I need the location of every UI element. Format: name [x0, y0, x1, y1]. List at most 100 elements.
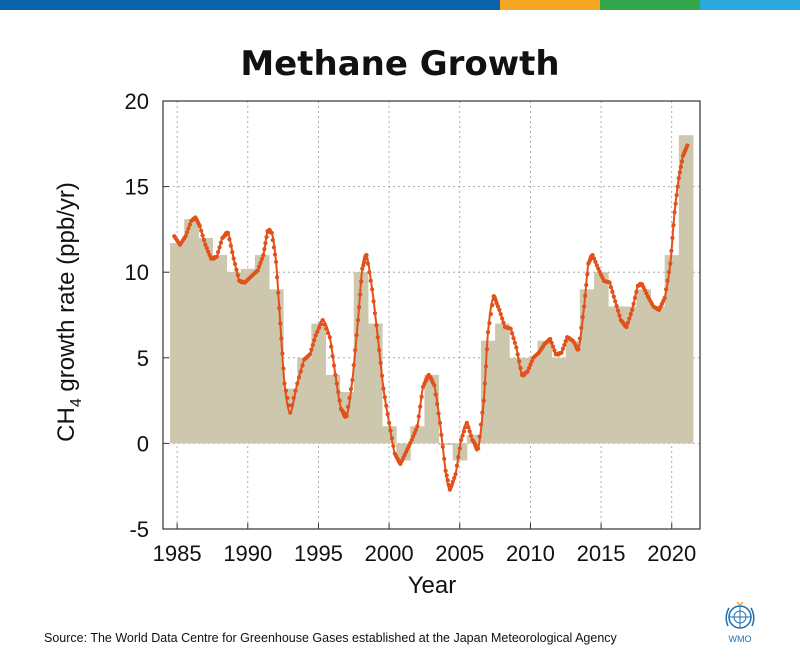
monthly-point [478, 422, 484, 427]
monthly-point [206, 249, 211, 254]
monthly-point [452, 475, 457, 481]
monthly-point [329, 344, 334, 349]
monthly-point [354, 333, 359, 338]
monthly-point [197, 223, 202, 229]
monthly-point [351, 362, 356, 368]
monthly-point [312, 338, 317, 343]
monthly-point [526, 365, 532, 371]
y-tick-label: 20 [125, 89, 149, 114]
monthly-point [412, 431, 417, 436]
monthly-point [672, 210, 677, 215]
top-bar-segment [200, 0, 300, 10]
monthly-point [624, 324, 629, 330]
monthly-point [416, 414, 421, 419]
monthly-point [258, 260, 263, 265]
monthly-point [482, 381, 487, 386]
annual-bar [367, 323, 383, 444]
annual-bar [579, 289, 595, 444]
monthly-point [666, 270, 672, 275]
monthly-point [593, 259, 598, 265]
monthly-point [481, 398, 486, 403]
monthly-point [186, 226, 191, 231]
monthly-point [500, 316, 505, 321]
monthly-point [285, 395, 290, 401]
monthly-point [576, 347, 581, 352]
monthly-point [614, 303, 619, 309]
monthly-point [364, 252, 369, 258]
monthly-point [330, 353, 335, 359]
monthly-point [444, 473, 449, 478]
monthly-point [225, 230, 231, 235]
monthly-point [450, 479, 455, 485]
monthly-point [280, 351, 285, 356]
methane-growth-chart: 1985 1990 1995 2000 2005 2010 2015 2020 -5 0 5 10 15… [53, 89, 701, 599]
monthly-point [344, 413, 349, 419]
monthly-point [594, 263, 599, 268]
monthly-point [255, 268, 260, 273]
monthly-point [517, 359, 522, 364]
annual-bar [537, 340, 553, 444]
monthly-point [461, 429, 467, 434]
y-axis-label: CH4 growth rate (ppb/yr) [53, 182, 85, 442]
monthly-line [172, 143, 690, 492]
monthly-point [449, 483, 454, 488]
annual-bar [594, 272, 609, 444]
monthly-point [201, 238, 207, 243]
monthly-point [377, 347, 382, 353]
monthly-point [453, 472, 458, 477]
monthly-point [279, 336, 284, 341]
monthly-point [324, 326, 329, 331]
monthly-point [320, 318, 325, 323]
monthly-point [235, 273, 240, 278]
top-bar-segment [100, 0, 200, 10]
monthly-point [440, 444, 445, 449]
monthly-point [387, 420, 392, 425]
monthly-point [548, 336, 553, 342]
monthly-point [263, 240, 268, 246]
annual-bar [608, 306, 623, 444]
monthly-point [464, 420, 469, 425]
monthly-point [318, 321, 324, 327]
monthly-point [467, 429, 472, 434]
y-axis-label-rest: growth rate (ppb/yr) [53, 182, 80, 398]
top-bar-segment [0, 0, 100, 10]
monthly-point [631, 301, 636, 306]
monthly-point [663, 287, 669, 292]
monthly-point [611, 294, 616, 299]
monthly-point [307, 352, 313, 357]
monthly-point [413, 427, 419, 432]
monthly-point [447, 487, 452, 492]
source-note: Source: The World Data Centre for Greenh… [44, 631, 617, 645]
annual-bar [565, 340, 581, 444]
monthly-point [668, 261, 673, 266]
monthly-point [456, 454, 461, 460]
monthly-point [271, 245, 277, 250]
monthly-point [485, 330, 491, 335]
annual-bar [254, 255, 270, 444]
monthly-point [579, 325, 584, 330]
monthly-point [334, 381, 339, 386]
monthly-point [204, 246, 209, 251]
monthly-point [454, 463, 460, 468]
monthly-point [679, 159, 685, 164]
monthly-point [264, 235, 269, 240]
top-bar-segment [400, 0, 500, 10]
monthly-point [685, 143, 690, 148]
monthly-point [370, 287, 375, 292]
top-color-bar [0, 0, 800, 10]
monthly-point [411, 434, 416, 439]
monthly-point [492, 297, 498, 302]
monthly-point [549, 340, 554, 345]
monthly-point [283, 388, 289, 393]
monthly-point [183, 234, 188, 239]
monthly-point [552, 348, 557, 353]
monthly-point [199, 228, 204, 233]
monthly-point [336, 389, 341, 395]
monthly-point [389, 436, 395, 441]
monthly-point [378, 360, 383, 366]
monthly-point [484, 347, 490, 352]
monthly-point [677, 170, 682, 175]
monthly-point [353, 347, 358, 353]
monthly-point [362, 259, 367, 265]
monthly-point [295, 381, 300, 386]
